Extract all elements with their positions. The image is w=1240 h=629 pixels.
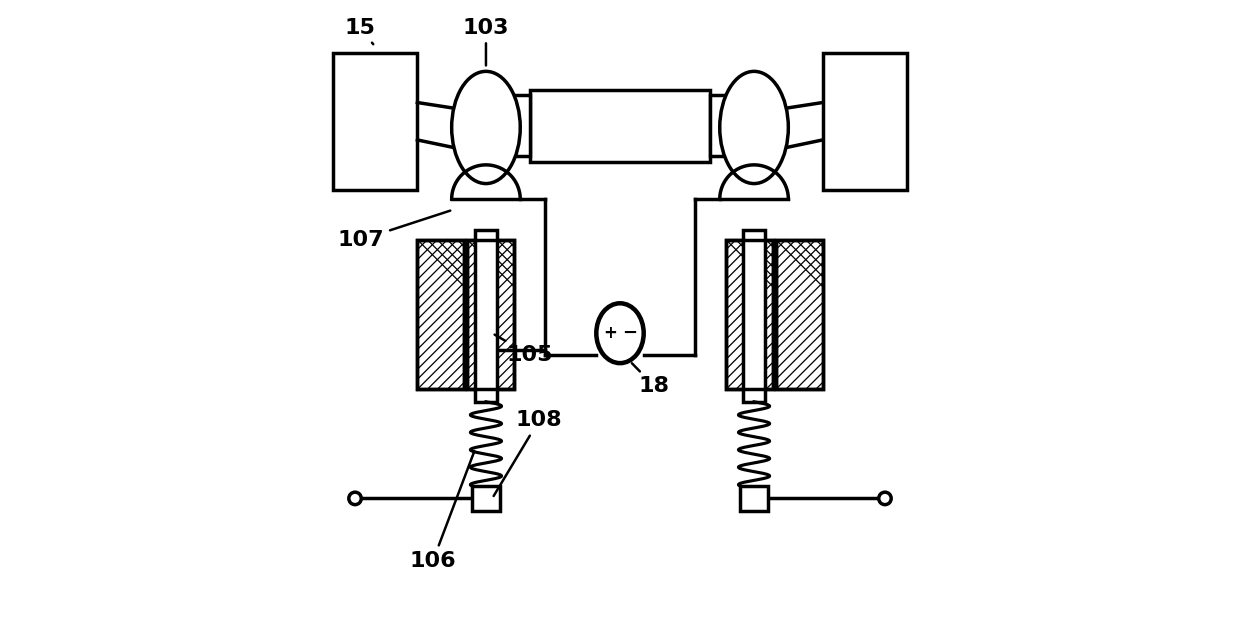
Bar <box>507 96 529 157</box>
Text: 107: 107 <box>339 211 450 250</box>
Text: +: + <box>604 324 618 342</box>
Bar <box>725 240 773 389</box>
Text: 108: 108 <box>494 411 562 496</box>
Text: 106: 106 <box>409 451 475 571</box>
Bar <box>472 486 500 511</box>
Bar <box>467 240 515 389</box>
Text: 18: 18 <box>632 364 670 396</box>
Text: 105: 105 <box>495 335 553 365</box>
Bar <box>334 53 418 190</box>
Bar <box>740 486 768 511</box>
Bar <box>822 53 906 190</box>
Ellipse shape <box>596 303 644 363</box>
Text: −: − <box>622 324 637 342</box>
Bar <box>776 240 822 389</box>
Bar <box>418 240 464 389</box>
Bar <box>711 96 733 157</box>
Circle shape <box>348 492 361 504</box>
Ellipse shape <box>451 71 521 184</box>
Polygon shape <box>451 165 521 199</box>
Bar <box>776 240 822 389</box>
Bar <box>529 90 711 162</box>
Bar <box>725 240 773 389</box>
Polygon shape <box>719 165 789 199</box>
Bar <box>467 240 515 389</box>
Ellipse shape <box>719 71 789 184</box>
Text: 15: 15 <box>345 18 376 44</box>
Text: 103: 103 <box>463 18 510 65</box>
Bar <box>475 230 497 402</box>
Bar <box>418 240 464 389</box>
Circle shape <box>879 492 892 504</box>
Bar <box>743 230 765 402</box>
